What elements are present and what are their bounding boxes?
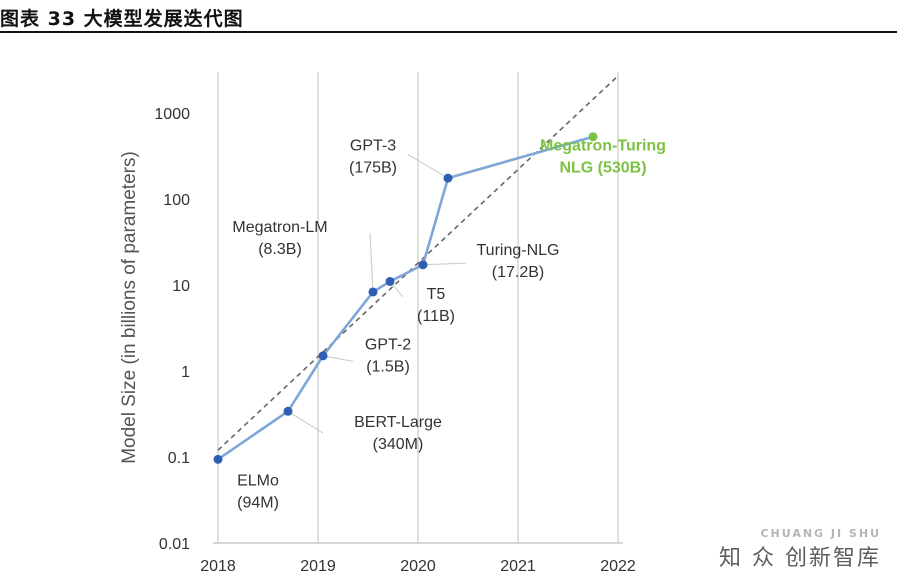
point-bert-large xyxy=(283,406,293,416)
data-labels: ELMo (94M) BERT-Large (340M) GPT-2 (1.5B) Mega… xyxy=(232,137,666,511)
series-line xyxy=(217,135,594,461)
x-tick-2020: 2020 xyxy=(400,558,436,575)
label-gpt-3-name: GPT-3 xyxy=(350,137,396,154)
label-megatron-lm-size: (8.3B) xyxy=(258,241,302,258)
x-tick-2022: 2022 xyxy=(600,558,636,575)
label-megatron-turing-size: NLG (530B) xyxy=(559,159,646,176)
y-tick-1000: 1000 xyxy=(154,106,190,123)
leader-gpt-3 xyxy=(407,154,449,179)
figure-title: 图表 33 大模型发展迭代图 xyxy=(0,8,244,30)
label-gpt-2-name: GPT-2 xyxy=(365,336,411,353)
leader-bert-large xyxy=(287,410,324,434)
y-tick-10: 10 xyxy=(172,278,190,295)
data-points xyxy=(213,132,598,464)
title-rule xyxy=(0,31,897,33)
point-turing-nlg xyxy=(418,260,428,270)
x-tick-labels: 2018 2019 2020 2021 2022 xyxy=(200,558,636,575)
label-megatron-lm-name: Megatron-LM xyxy=(232,219,327,236)
point-megatron-lm xyxy=(368,287,378,297)
label-megatron-turing-name: Megatron-Turing xyxy=(540,137,666,154)
vertical-gridlines xyxy=(217,72,619,543)
point-megatron-turing xyxy=(588,132,598,142)
x-tick-2018: 2018 xyxy=(200,558,236,575)
label-turing-nlg-name: Turing-NLG xyxy=(477,242,560,259)
y-tick-labels: 0.01 0.1 1 10 100 1000 xyxy=(154,106,190,553)
leader-megatron-lm xyxy=(369,233,374,293)
leader-gpt-2 xyxy=(322,355,354,362)
point-gpt-3 xyxy=(443,173,453,183)
label-elmo-name: ELMo xyxy=(237,472,279,489)
watermark-latin: CHUANG JI SHU xyxy=(760,527,881,540)
label-t5-name: T5 xyxy=(427,286,446,303)
label-turing-nlg-size: (17.2B) xyxy=(492,264,544,281)
trend-line xyxy=(217,75,619,451)
y-axis-label: Model Size (in billions of parameters) xyxy=(119,151,140,464)
x-tick-2021: 2021 xyxy=(500,558,536,575)
point-t5 xyxy=(385,276,395,286)
y-tick-0.01: 0.01 xyxy=(159,536,190,553)
label-bert-large-name: BERT-Large xyxy=(354,414,442,431)
label-gpt-3-size: (175B) xyxy=(349,159,397,176)
label-t5-size: (11B) xyxy=(417,308,455,325)
label-elmo-size: (94M) xyxy=(237,494,279,511)
watermark-chinese: 知 众 创新智库 xyxy=(719,546,881,571)
y-tick-100: 100 xyxy=(163,192,190,209)
x-tick-2019: 2019 xyxy=(300,558,336,575)
label-bert-large-size: (340M) xyxy=(373,436,424,453)
label-gpt-2-size: (1.5B) xyxy=(366,358,410,375)
leader-turing-nlg xyxy=(422,262,467,266)
point-elmo xyxy=(213,454,223,464)
watermark: CHUANG JI SHU 知 众 创新智库 xyxy=(719,527,881,572)
y-tick-0.1: 0.1 xyxy=(168,450,190,467)
y-tick-1: 1 xyxy=(181,364,190,381)
point-gpt-2 xyxy=(318,351,328,361)
